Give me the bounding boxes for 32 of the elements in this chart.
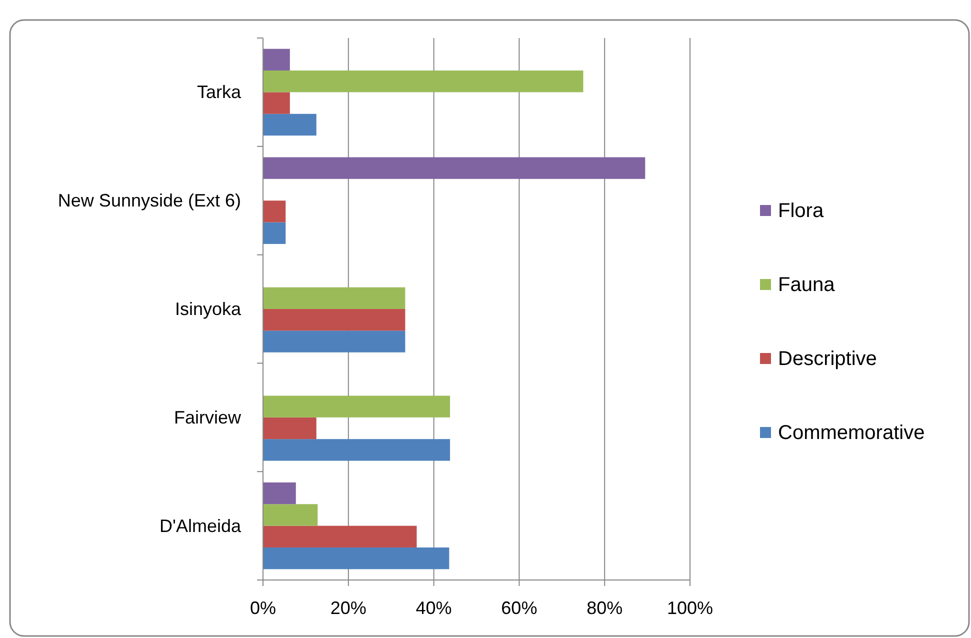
x-tick-label: 20% [330,598,366,618]
x-tick-label: 80% [586,598,623,618]
legend-label: Commemorative [778,422,925,444]
bar [263,70,584,92]
y-tick-label: New Sunnyside (Ext 6) [58,190,241,211]
bar [263,287,406,309]
bar [263,309,406,331]
bar [263,482,296,504]
bar [263,439,450,461]
bar [263,48,290,71]
y-tick-label: Fairview [174,407,242,428]
bar [263,547,450,570]
y-tick-label: Tarka [196,82,242,102]
bar [263,417,316,440]
x-tick-label: 40% [416,598,452,618]
bar [263,222,286,244]
bar [263,92,290,114]
bar [263,504,318,526]
x-tick-label: 0% [250,598,276,618]
bar [263,157,646,179]
x-tick-label: 60% [501,598,538,618]
y-tick-label: D'Almeida [160,516,242,536]
legend-label: Flora [778,200,824,222]
bar [263,526,417,548]
x-tick-label: 100% [666,598,714,618]
bar [263,330,406,352]
bar [263,114,316,136]
legend-label: Descriptive [778,348,877,370]
legend-label: Fauna [778,274,836,296]
y-tick-label: Isinyoka [174,299,242,319]
bar [263,200,286,222]
bar [263,396,450,418]
